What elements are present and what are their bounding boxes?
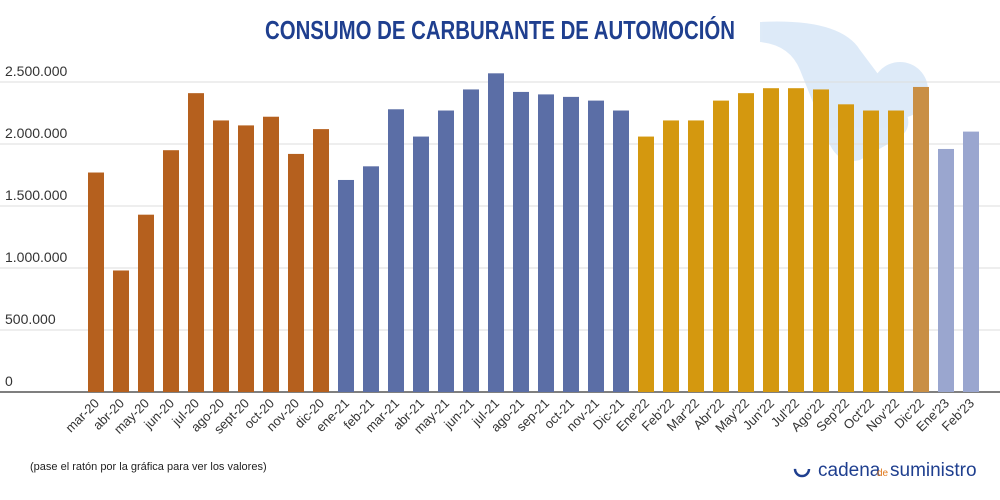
bar xyxy=(613,110,629,393)
y-tick-label: 0 xyxy=(5,373,13,389)
bar xyxy=(238,125,254,393)
bar xyxy=(563,96,579,392)
bar xyxy=(463,89,479,392)
logo-mark xyxy=(793,460,811,478)
chart-title: CONSUMO DE CARBURANTE DE AUTOMOCIÓN xyxy=(265,15,735,45)
bar xyxy=(938,148,954,392)
bar xyxy=(513,91,529,393)
bar xyxy=(338,179,354,392)
bar xyxy=(363,166,379,392)
bar xyxy=(688,120,704,392)
bar xyxy=(413,136,429,392)
bar xyxy=(188,93,204,392)
bar xyxy=(713,100,729,392)
bar xyxy=(213,120,229,392)
y-tick-label: 2.000.000 xyxy=(5,125,67,141)
bar xyxy=(538,94,554,393)
note: (pase el ratón por la gráfica para ver l… xyxy=(30,461,267,473)
brand-word: de xyxy=(877,468,889,479)
bar xyxy=(738,93,754,392)
bar xyxy=(438,110,454,393)
brand-word: suministro xyxy=(890,460,977,481)
bar xyxy=(913,86,929,393)
y-tick-label: 1.000.000 xyxy=(5,249,67,265)
bar xyxy=(113,270,129,392)
bar xyxy=(788,88,804,392)
bar xyxy=(863,110,879,393)
bar xyxy=(138,214,154,392)
bar xyxy=(388,109,404,392)
bar xyxy=(263,116,279,392)
brand-word: cadena xyxy=(818,460,881,481)
bar xyxy=(313,129,329,392)
y-tick-label: 500.000 xyxy=(5,311,56,327)
bar xyxy=(288,153,304,392)
bar xyxy=(963,131,979,392)
bar xyxy=(488,73,504,392)
bar xyxy=(88,172,104,392)
bar xyxy=(638,136,654,392)
bar xyxy=(888,110,904,393)
bar xyxy=(763,88,779,392)
y-tick-label: 1.500.000 xyxy=(5,187,67,203)
bar xyxy=(813,89,829,392)
bar xyxy=(838,104,854,392)
bar xyxy=(663,120,679,392)
brand-logo: cadena de suministro xyxy=(793,460,977,481)
y-tick-label: 2.500.000 xyxy=(5,63,67,79)
bar xyxy=(163,150,179,392)
bar xyxy=(588,100,604,392)
